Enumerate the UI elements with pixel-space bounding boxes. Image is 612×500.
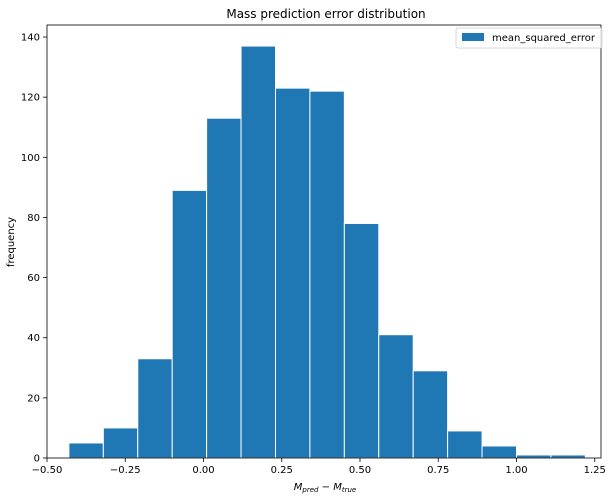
y-tick-label: 20 — [27, 393, 40, 404]
histogram-bar — [240, 45, 276, 459]
axes-frame — [46, 24, 602, 459]
y-tick-label: 120 — [21, 93, 40, 104]
x-tick-label: 1.25 — [584, 465, 606, 476]
y-tick-label: 60 — [27, 273, 40, 284]
y-axis-ticks: 0 20 40 60 80 100 120 140 — [21, 33, 47, 465]
histogram-bar — [309, 90, 345, 459]
histogram-bar — [274, 87, 311, 459]
x-tick-label: 0.50 — [349, 465, 371, 476]
histogram-bar — [550, 454, 586, 459]
histogram-bars — [68, 45, 586, 459]
y-tick-label: 80 — [27, 213, 40, 224]
histogram-bar — [515, 454, 552, 459]
x-axis-label: Mpred − Mtrue — [294, 482, 356, 494]
histogram-bar — [171, 189, 208, 459]
histogram-bar — [343, 222, 380, 459]
x-tick-label: 0.25 — [271, 465, 293, 476]
x-axis-ticks: −0.50 −0.25 0.00 0.25 0.50 0.75 1.00 1.25 — [32, 458, 606, 476]
x-tick-label: 0.00 — [192, 465, 214, 476]
histogram-bar — [206, 117, 242, 459]
histogram-bar — [137, 358, 173, 459]
legend-box — [455, 27, 603, 49]
y-tick-label: 0 — [34, 454, 40, 465]
histogram-bar — [481, 445, 517, 459]
legend-swatch — [462, 33, 484, 41]
y-tick-label: 100 — [21, 153, 40, 164]
histogram-bar — [68, 442, 104, 459]
x-tick-label: −0.25 — [110, 465, 141, 476]
histogram-bar — [412, 370, 449, 459]
histogram-bar — [447, 430, 483, 459]
y-tick-label: 140 — [21, 33, 40, 44]
histogram-bar — [102, 427, 139, 459]
y-tick-label: 40 — [27, 333, 40, 344]
x-tick-label: 1.00 — [505, 465, 527, 476]
legend: mean_squared_error — [455, 27, 603, 49]
x-tick-label: −0.50 — [32, 465, 63, 476]
legend-label: mean_squared_error — [492, 33, 596, 44]
histogram-bar — [378, 334, 414, 459]
y-axis-label: frequency — [6, 217, 17, 267]
chart-title: Mass prediction error distribution — [226, 7, 425, 21]
x-tick-label: 0.75 — [427, 465, 449, 476]
